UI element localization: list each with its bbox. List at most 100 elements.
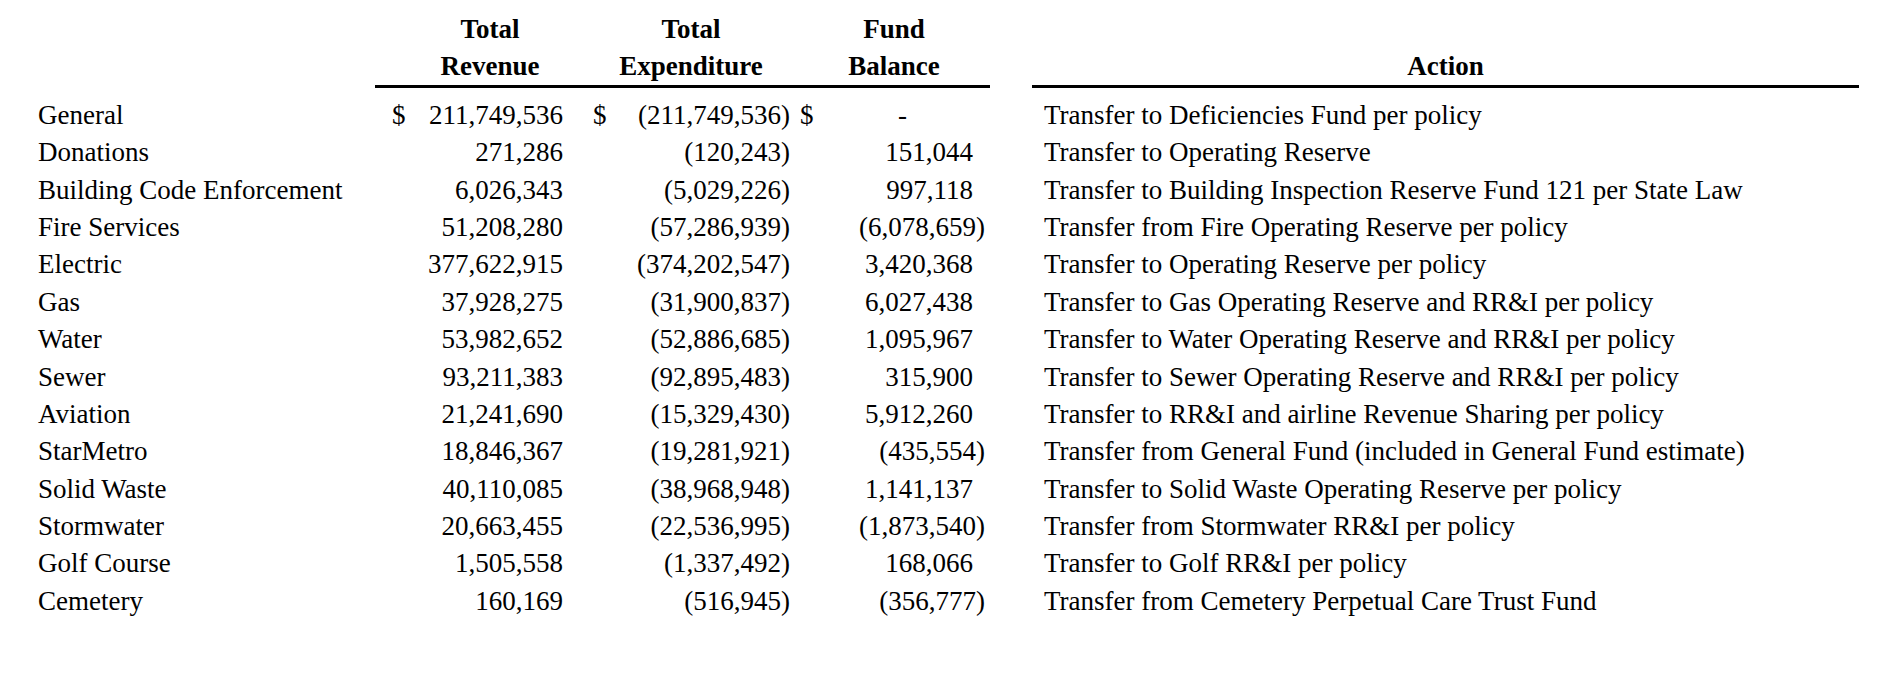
balance-cell: $ - [800,97,985,134]
expenditure-value: (38,968,948) [651,471,790,508]
action-column-underline [1032,85,1859,88]
table-row: Sewer 93,211,383 (92,895,483) 315,900 Tr… [0,359,1891,396]
table-row: Aviation 21,241,690 (15,329,430) 5,912,2… [0,396,1891,433]
revenue-value: 271,286 [475,134,575,171]
fund-name: Electric [38,246,368,283]
table-row: Gas 37,928,275 (31,900,837) 6,027,438 Tr… [0,284,1891,321]
expenditure-cell: (5,029,226) [593,172,790,209]
balance-header-line1: Fund [794,11,994,48]
expenditure-value: (15,329,430) [651,396,790,433]
balance-cell: (1,873,540) [800,508,985,545]
balance-value: (6,078,659) [859,209,985,246]
action-text: Transfer to Golf RR&I per policy [1044,545,1874,582]
action-text: Transfer to Water Operating Reserve and … [1044,321,1874,358]
fund-name: Solid Waste [38,471,368,508]
fund-name: Gas [38,284,368,321]
table-row: Golf Course 1,505,558 (1,337,492) 168,06… [0,545,1891,582]
revenue-value: 6,026,343 [455,172,575,209]
revenue-value: 40,110,085 [443,471,576,508]
fund-name: Cemetery [38,583,368,620]
revenue-currency-symbol: $ [392,97,406,134]
revenue-cell: 377,622,915 [375,246,575,283]
fund-name: Golf Course [38,545,368,582]
action-text: Transfer to Sewer Operating Reserve and … [1044,359,1874,396]
expenditure-value: (92,895,483) [651,359,790,396]
balance-cell: 315,900 [800,359,985,396]
expenditure-cell: (516,945) [593,583,790,620]
table-row: Cemetery 160,169 (516,945) (356,777) Tra… [0,583,1891,620]
balance-cell: 1,141,137 [800,471,985,508]
balance-value: 1,095,967 [865,321,985,358]
table-row: Fire Services 51,208,280 (57,286,939) (6… [0,209,1891,246]
revenue-value: 37,928,275 [442,284,576,321]
revenue-value: 21,241,690 [442,396,576,433]
revenue-value: 18,846,367 [442,433,576,470]
balance-cell: (6,078,659) [800,209,985,246]
action-text: Transfer to Solid Waste Operating Reserv… [1044,471,1874,508]
expenditure-value: (516,945) [684,583,790,620]
table-row: Solid Waste 40,110,085 (38,968,948) 1,14… [0,471,1891,508]
balance-value: 5,912,260 [865,396,985,433]
balance-value: 151,044 [885,134,985,171]
balance-value: 997,118 [886,172,985,209]
fund-summary-table-page: Total Revenue Total Expenditure Fund Bal… [0,0,1891,682]
balance-cell: 3,420,368 [800,246,985,283]
table-row: Stormwater 20,663,455 (22,536,995) (1,87… [0,508,1891,545]
balance-value: (435,554) [879,433,985,470]
balance-value: 1,141,137 [865,471,985,508]
action-text: Transfer from Stormwater RR&I per policy [1044,508,1874,545]
revenue-cell: 53,982,652 [375,321,575,358]
revenue-cell: 18,846,367 [375,433,575,470]
fund-name: Aviation [38,396,368,433]
expenditure-cell: (19,281,921) [593,433,790,470]
table-row: Electric 377,622,915 (374,202,547) 3,420… [0,246,1891,283]
balance-value: 6,027,438 [865,284,985,321]
action-text: Transfer from Fire Operating Reserve per… [1044,209,1874,246]
expenditure-value: (31,900,837) [651,284,790,321]
balance-cell: 6,027,438 [800,284,985,321]
balance-cell: 5,912,260 [800,396,985,433]
revenue-value: 160,169 [475,583,575,620]
action-text: Transfer to Operating Reserve [1044,134,1874,171]
expenditure-cell: (52,886,685) [593,321,790,358]
revenue-cell: 1,505,558 [375,545,575,582]
revenue-value: 53,982,652 [442,321,576,358]
revenue-value: 20,663,455 [442,508,576,545]
action-text: Transfer to Deficiencies Fund per policy [1044,97,1874,134]
action-text: Transfer from Cemetery Perpetual Care Tr… [1044,583,1874,620]
revenue-cell: 271,286 [375,134,575,171]
action-text: Transfer to RR&I and airline Revenue Sha… [1044,396,1874,433]
revenue-value: 1,505,558 [455,545,575,582]
expenditure-cell: (38,968,948) [593,471,790,508]
fund-name: Building Code Enforcement [38,172,368,209]
revenue-value: 211,749,536 [429,97,575,134]
expenditure-cell: (120,243) [593,134,790,171]
balance-value: 168,066 [885,545,985,582]
fund-name: Donations [38,134,368,171]
expenditure-cell: (31,900,837) [593,284,790,321]
revenue-value: 51,208,280 [442,209,576,246]
expenditure-cell: (15,329,430) [593,396,790,433]
fund-name: Stormwater [38,508,368,545]
expenditure-currency-symbol: $ [593,97,607,134]
balance-currency-symbol: $ [800,97,814,134]
expenditure-value: (374,202,547) [637,246,790,283]
expenditure-cell: (22,536,995) [593,508,790,545]
table-body: General $ 211,749,536 $ (211,749,536) $ … [0,97,1891,620]
table-row: General $ 211,749,536 $ (211,749,536) $ … [0,97,1891,134]
balance-cell: 168,066 [800,545,985,582]
fund-name: Water [38,321,368,358]
expenditure-header-line1: Total [581,11,801,48]
expenditure-value: (1,337,492) [664,545,790,582]
balance-value: - [898,97,985,134]
action-text: Transfer to Building Inspection Reserve … [1044,172,1874,209]
table-row: StarMetro 18,846,367 (19,281,921) (435,5… [0,433,1891,470]
fund-name: General [38,97,368,134]
expenditure-cell: $ (211,749,536) [593,97,790,134]
action-text: Transfer to Gas Operating Reserve and RR… [1044,284,1874,321]
balance-cell: 1,095,967 [800,321,985,358]
revenue-value: 377,622,915 [428,246,575,283]
expenditure-cell: (92,895,483) [593,359,790,396]
table-row: Water 53,982,652 (52,886,685) 1,095,967 … [0,321,1891,358]
revenue-cell: 160,169 [375,583,575,620]
